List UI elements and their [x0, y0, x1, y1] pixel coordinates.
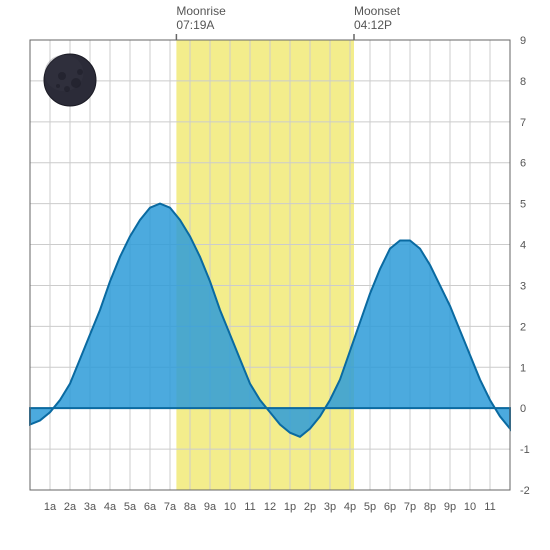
y-tick-label: -1 — [520, 444, 530, 456]
moonrise-title: Moonrise — [176, 4, 225, 18]
x-tick-label: 11 — [244, 501, 255, 513]
x-tick-label: 6a — [144, 501, 157, 513]
moonrise-label: Moonrise 07:19A — [176, 4, 225, 33]
x-tick-label: 8p — [424, 501, 436, 513]
x-tick-label: 5a — [124, 501, 137, 513]
x-tick-label: 8a — [184, 501, 197, 513]
y-tick-label: 9 — [520, 35, 526, 47]
x-tick-label: 2p — [304, 501, 316, 513]
x-tick-label: 12 — [264, 501, 276, 513]
y-tick-label: 1 — [520, 362, 526, 374]
moonrise-time: 07:19A — [176, 18, 214, 32]
moonset-time: 04:12P — [354, 18, 392, 32]
moon-icon — [44, 54, 96, 106]
x-tick-label: 4p — [344, 501, 356, 513]
x-tick-label: 3p — [324, 501, 336, 513]
y-tick-label: 0 — [520, 403, 526, 415]
x-tick-label: 7a — [164, 501, 177, 513]
y-tick-label: 2 — [520, 321, 526, 333]
x-tick-label: 2a — [64, 501, 77, 513]
x-tick-label: 4a — [104, 501, 117, 513]
moonset-title: Moonset — [354, 4, 400, 18]
chart-svg: -2-101234567891a2a3a4a5a6a7a8a9a1011121p… — [0, 0, 550, 550]
x-tick-label: 5p — [364, 501, 376, 513]
y-tick-label: 8 — [520, 76, 526, 88]
x-tick-label: 11 — [484, 501, 495, 513]
x-tick-label: 9p — [444, 501, 456, 513]
x-tick-label: 7p — [404, 501, 416, 513]
x-tick-label: 1a — [44, 501, 57, 513]
x-tick-label: 10 — [464, 501, 476, 513]
x-tick-label: 3a — [84, 501, 97, 513]
y-tick-label: 6 — [520, 158, 526, 170]
x-tick-label: 6p — [384, 501, 396, 513]
x-tick-label: 9a — [204, 501, 217, 513]
y-tick-label: 5 — [520, 199, 526, 211]
tide-chart: Moonrise 07:19A Moonset 04:12P -2-101234… — [0, 0, 550, 550]
y-tick-label: 4 — [520, 240, 526, 252]
y-tick-label: 7 — [520, 117, 526, 129]
y-tick-label: 3 — [520, 280, 526, 292]
y-tick-label: -2 — [520, 485, 530, 497]
x-tick-label: 10 — [224, 501, 236, 513]
x-tick-label: 1p — [284, 501, 296, 513]
moonset-label: Moonset 04:12P — [354, 4, 400, 33]
